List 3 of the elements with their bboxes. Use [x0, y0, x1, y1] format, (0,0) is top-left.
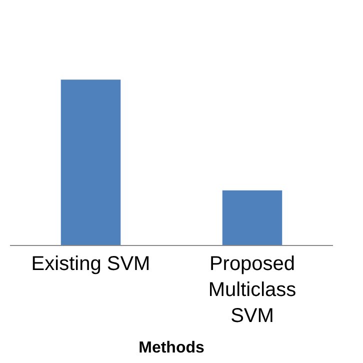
x-axis-title: Methods: [138, 340, 204, 357]
x-tick-label: Existing SVM: [31, 253, 150, 275]
x-tick-label: Proposed Multiclass SVM: [208, 253, 296, 327]
